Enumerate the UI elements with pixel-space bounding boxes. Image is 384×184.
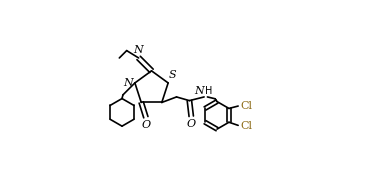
Text: Cl: Cl (240, 121, 252, 131)
Text: S: S (169, 70, 177, 80)
Text: O: O (141, 121, 151, 130)
Text: N: N (194, 86, 204, 96)
Text: H: H (205, 86, 212, 96)
Text: O: O (187, 119, 196, 129)
Text: N: N (133, 45, 142, 55)
Text: Cl: Cl (240, 101, 252, 111)
Text: N: N (123, 78, 133, 88)
